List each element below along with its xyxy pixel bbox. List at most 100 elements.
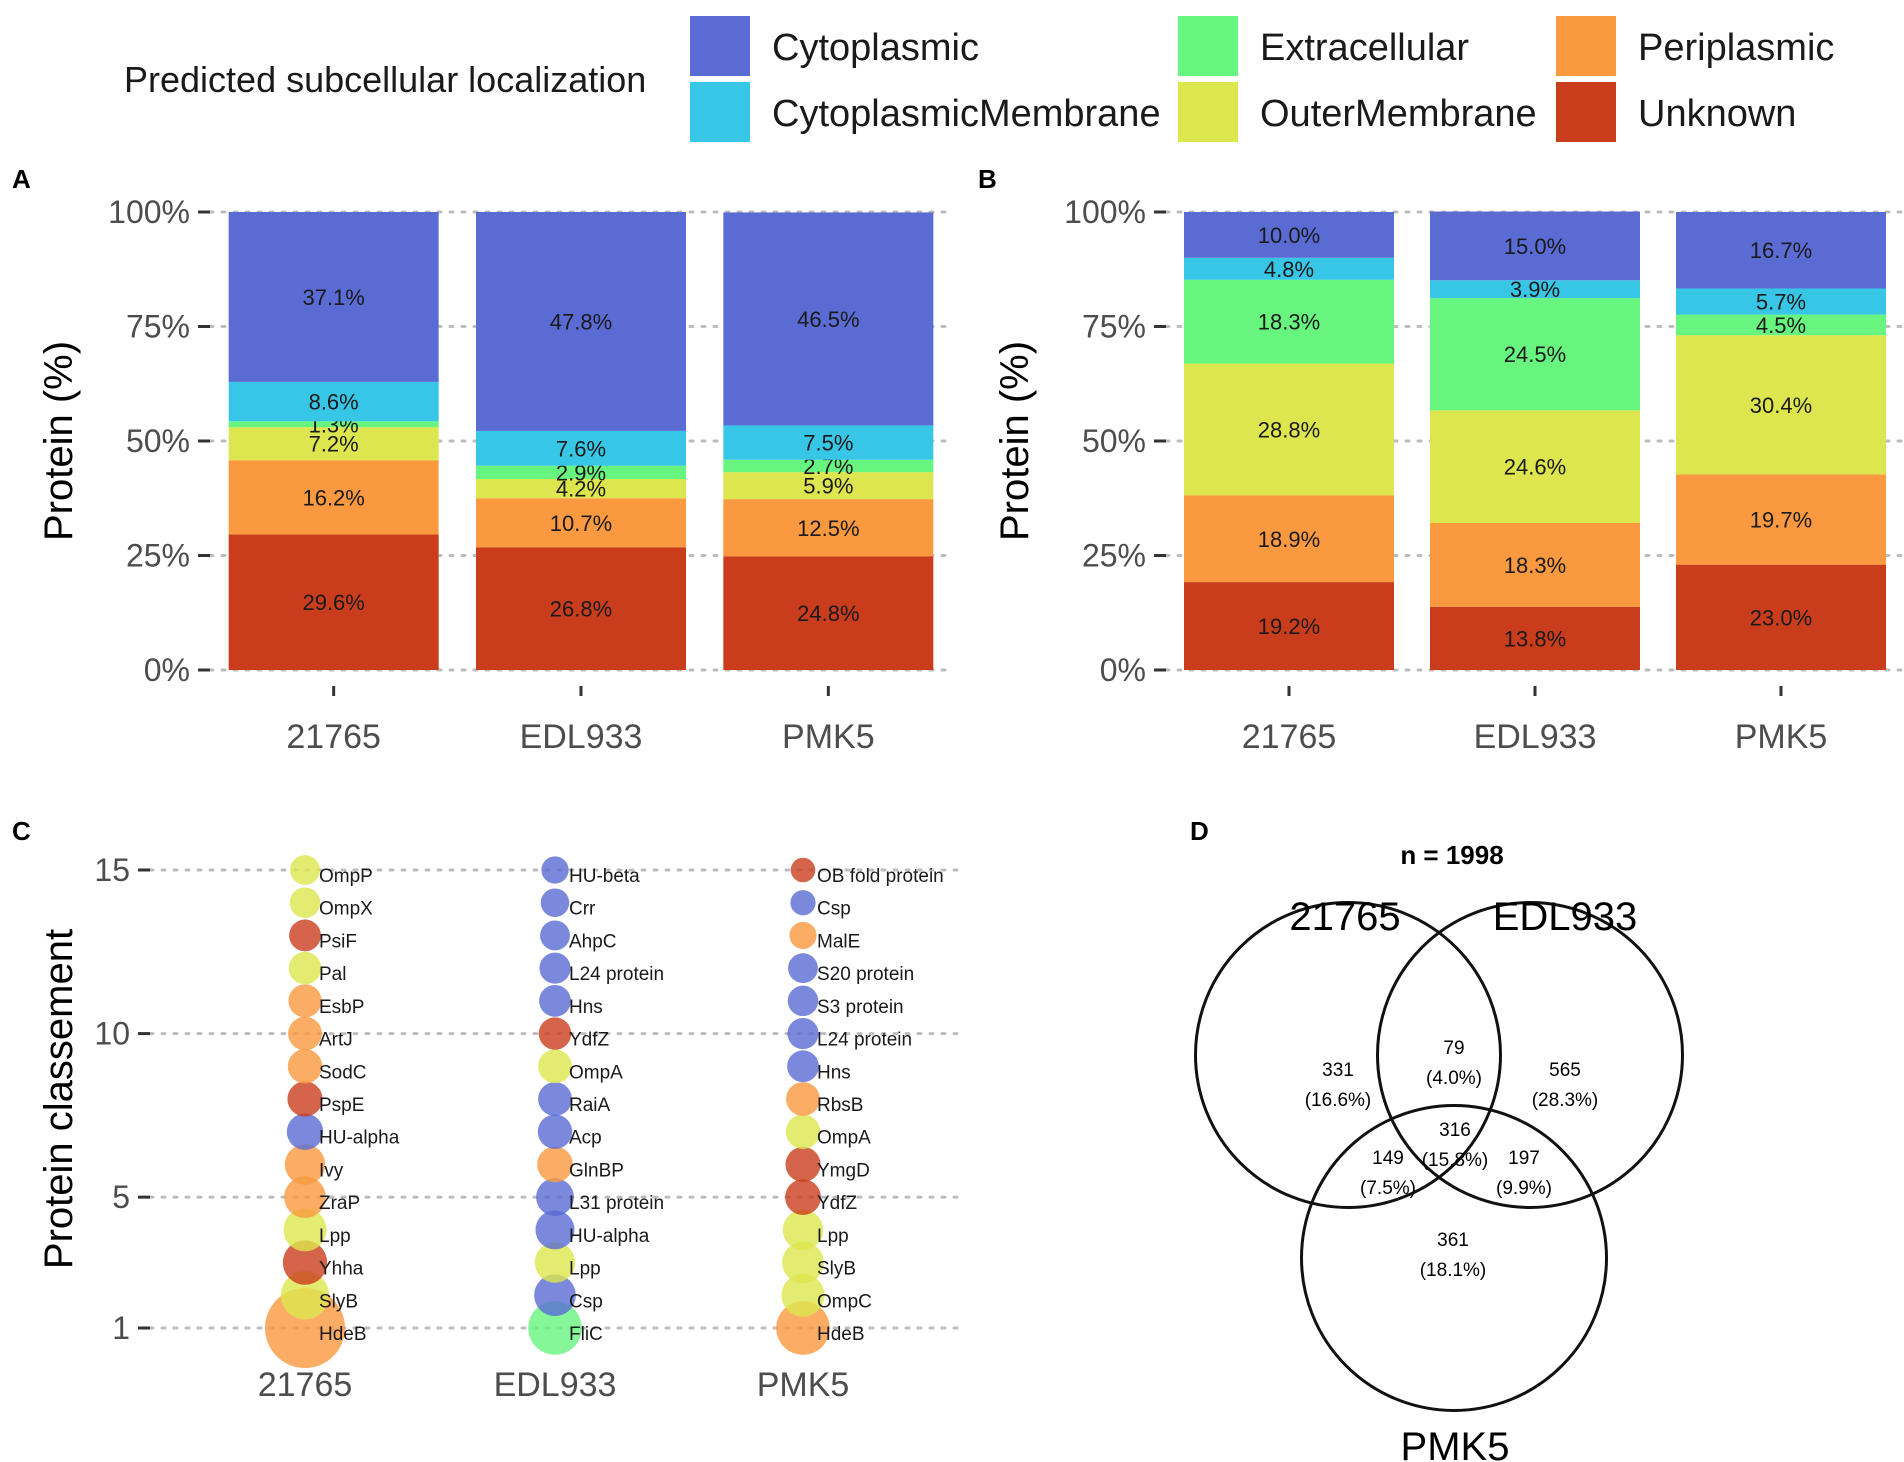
venn-count-21765-edl933: 79 xyxy=(1443,1038,1464,1059)
bubble-ydfz-pmk5 xyxy=(785,1179,821,1216)
bar-segment-outermembrane-21765 xyxy=(228,427,439,461)
bubble-label-raia-edl933: RaiA xyxy=(569,1095,611,1116)
data-label-outermembrane-21765: 7.2% xyxy=(309,432,359,457)
bar-segment-cytoplasmicmembrane-21765 xyxy=(1184,257,1394,280)
tick-label-x-c-21765: 21765 xyxy=(258,1366,353,1404)
venn-count-only-21765: 331 xyxy=(1322,1060,1354,1081)
bar-segment-extracellular-edl933 xyxy=(476,465,686,480)
tick-label-y-c: 15 xyxy=(94,852,130,888)
bar-segment-outermembrane-21765 xyxy=(1184,363,1394,496)
tick-label-y-c: 1 xyxy=(112,1310,130,1346)
bubble-s3-protein-pmk5 xyxy=(787,985,819,1017)
bubble-label-pspe-21765: PspE xyxy=(319,1095,364,1116)
legend-swatch-unknown xyxy=(1556,82,1616,142)
bubble-pspe-21765 xyxy=(287,1081,323,1117)
bubble-label-hns-pmk5: Hns xyxy=(817,1062,851,1083)
venn-count-only-edl933: 565 xyxy=(1549,1060,1581,1081)
bubble-psif-21765 xyxy=(289,919,321,952)
data-label-cytoplasmic-21765: 37.1% xyxy=(302,285,364,310)
bubble-label-male-pmk5: MalE xyxy=(817,931,860,952)
bar-segment-outermembrane-pmk5 xyxy=(723,472,934,500)
data-label-cytoplasmic-edl933: 47.8% xyxy=(550,309,612,334)
data-label-unknown-pmk5: 23.0% xyxy=(1750,605,1812,630)
legend-swatch-cytoplasmicmembrane xyxy=(690,82,750,142)
bubble-ymgd-pmk5 xyxy=(785,1146,821,1182)
data-label-extracellular-21765: 18.3% xyxy=(1258,310,1320,335)
bubble-hns-edl933 xyxy=(539,984,571,1017)
bubble-label-hu-alpha-21765: HU-alpha xyxy=(319,1128,400,1149)
axis-title-y-b: Protein (%) xyxy=(993,341,1037,541)
data-label-cytoplasmic-pmk5: 16.7% xyxy=(1750,238,1812,263)
bubble-label-flic-edl933: FliC xyxy=(569,1324,603,1345)
bubble-label-ompx-21765: OmpX xyxy=(319,899,373,920)
bubble-label-l31-protein-edl933: L31 protein xyxy=(569,1193,664,1214)
bubble-label-csp-edl933: Csp xyxy=(569,1291,603,1312)
legend-label-extracellular: Extracellular xyxy=(1260,27,1469,69)
bar-segment-periplasmic-edl933 xyxy=(1430,522,1640,607)
bubble-label-lpp-pmk5: Lpp xyxy=(817,1226,849,1247)
bubble-glnbp-edl933 xyxy=(537,1146,573,1183)
bubble-slyb-21765 xyxy=(280,1271,330,1320)
tick-label-y-c: 5 xyxy=(112,1179,130,1215)
data-label-cytoplasmicmembrane-21765: 8.6% xyxy=(309,390,359,415)
tick-label-y-c: 10 xyxy=(94,1016,130,1052)
bar-segment-cytoplasmicmembrane-edl933 xyxy=(1430,280,1640,299)
bar-segment-extracellular-pmk5 xyxy=(1676,314,1886,336)
axis-title-y-a: Protein (%) xyxy=(37,341,81,541)
bubble-label-ahpc-edl933: AhpC xyxy=(569,931,617,952)
bar-segment-periplasmic-pmk5 xyxy=(723,499,934,557)
bubble-crr-edl933 xyxy=(540,888,570,917)
bubble-label-sodc-21765: SodC xyxy=(319,1062,367,1083)
data-label-cytoplasmic-21765: 10.0% xyxy=(1258,223,1320,248)
legend-label-cytoplasmic: Cytoplasmic xyxy=(772,27,979,69)
legend-label-periplasmic: Periplasmic xyxy=(1638,27,1834,69)
bubble-csp-pmk5 xyxy=(790,890,816,916)
tick-label-x-pmk5: PMK5 xyxy=(1735,718,1828,756)
tick-label-x-21765: 21765 xyxy=(1242,718,1337,756)
bubble-label-ompa-edl933: OmpA xyxy=(569,1062,623,1083)
tick-label-x-pmk5: PMK5 xyxy=(782,718,875,756)
bar-segment-cytoplasmicmembrane-edl933 xyxy=(476,430,686,466)
bubble-l24-protein-edl933 xyxy=(539,952,571,984)
bubble-ompc-pmk5 xyxy=(781,1273,825,1317)
venn-set-label-pmk5: PMK5 xyxy=(1401,1425,1510,1462)
bar-segment-outermembrane-pmk5 xyxy=(1676,335,1886,475)
bubble-sodc-21765 xyxy=(287,1049,323,1084)
bubble-csp-edl933 xyxy=(534,1274,576,1317)
data-label-cytoplasmic-edl933: 15.0% xyxy=(1504,234,1566,259)
venn-count-21765-pmk5: 149 xyxy=(1372,1148,1404,1169)
data-label-outermembrane-edl933: 24.6% xyxy=(1504,455,1566,480)
data-label-outermembrane-21765: 28.8% xyxy=(1258,418,1320,443)
bubble-ompa-edl933 xyxy=(538,1049,572,1084)
venn-pct-all-three: (15.8%) xyxy=(1422,1150,1489,1171)
bubble-ydfz-edl933 xyxy=(538,1017,572,1050)
legend-label-unknown: Unknown xyxy=(1638,93,1796,135)
bar-segment-periplasmic-pmk5 xyxy=(1676,474,1886,565)
bubble-label-pal-21765: Pal xyxy=(319,964,346,985)
data-label-periplasmic-edl933: 10.7% xyxy=(550,511,612,536)
panel-letter-b: B xyxy=(978,164,997,194)
bubble-label-lpp-edl933: Lpp xyxy=(569,1259,601,1280)
bar-segment-cytoplasmicmembrane-pmk5 xyxy=(723,425,934,460)
data-label-unknown-edl933: 26.8% xyxy=(550,597,612,622)
panel-a-stacked-bar-chart: 0%25%50%75%100%29.6%16.2%7.2%1.3%8.6%37.… xyxy=(37,194,954,756)
tick-label-x-21765: 21765 xyxy=(286,718,381,756)
data-label-cytoplasmicmembrane-edl933: 3.9% xyxy=(1510,277,1560,302)
bubble-label-ompp-21765: OmpP xyxy=(319,866,373,887)
venn-count-edl933-pmk5: 197 xyxy=(1508,1148,1540,1169)
bubble-label-hu-beta-edl933: HU-beta xyxy=(569,866,640,887)
bubble-label-ompa-pmk5: OmpA xyxy=(817,1128,871,1149)
venn-pct-only-pmk5: (18.1%) xyxy=(1420,1260,1487,1281)
bubble-lpp-pmk5 xyxy=(782,1209,824,1251)
bubble-label-slyb-21765: SlyB xyxy=(319,1291,358,1312)
bar-segment-unknown-21765 xyxy=(1184,582,1394,670)
bar-segment-unknown-edl933 xyxy=(476,547,686,670)
data-label-periplasmic-21765: 18.9% xyxy=(1258,527,1320,552)
bar-segment-periplasmic-21765 xyxy=(1184,495,1394,583)
bubble-ompa-pmk5 xyxy=(785,1114,821,1149)
bubble-label-ymgd-pmk5: YmgD xyxy=(817,1160,870,1181)
bar-segment-cytoplasmic-pmk5 xyxy=(1676,212,1886,289)
bar-segment-unknown-pmk5 xyxy=(1676,564,1886,670)
bubble-label-acp-edl933: Acp xyxy=(569,1128,602,1149)
bubble-acp-edl933 xyxy=(537,1114,573,1149)
